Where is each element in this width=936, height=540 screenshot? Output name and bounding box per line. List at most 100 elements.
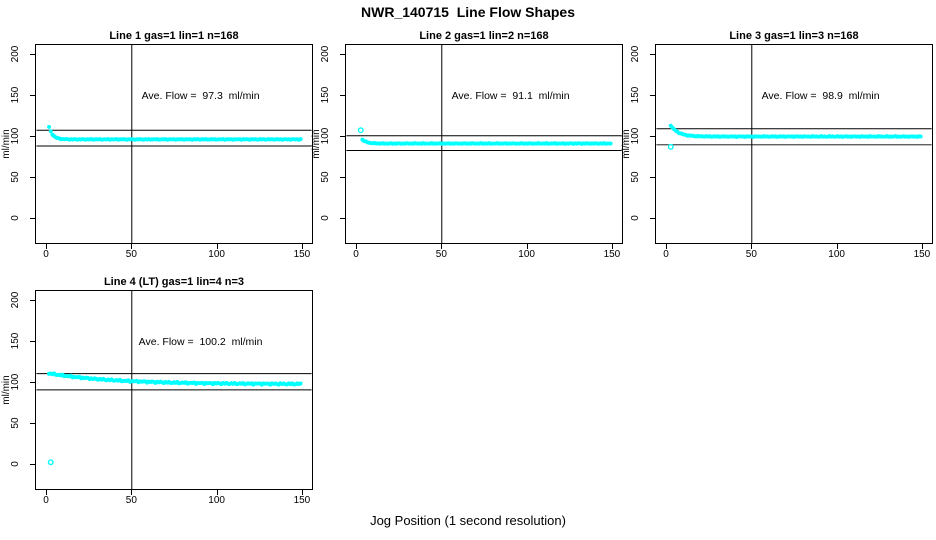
avg-flow-annotation: Ave. Flow = 100.2 ml/min — [138, 335, 263, 348]
x-tick-label: 0 — [43, 249, 49, 260]
x-tick-label: 50 — [125, 495, 137, 506]
subplot-line-3: Line 3 gas=1 lin=3 n=168 ml/min Ave. Flo… — [620, 28, 933, 274]
outlier-data-point — [667, 143, 674, 150]
x-tick-mark — [751, 244, 753, 249]
x-tick-mark — [46, 244, 48, 249]
data-point — [48, 129, 53, 134]
subplot-line-1: Line 1 gas=1 lin=1 n=168 ml/min Ave. Flo… — [0, 28, 313, 274]
data-points-layer — [346, 45, 622, 243]
y-tick-mark — [30, 53, 35, 55]
x-tick-label: 0 — [663, 249, 669, 260]
data-points-layer — [36, 291, 312, 489]
y-tick-mark — [30, 463, 35, 465]
x-tick-label: 150 — [603, 249, 621, 260]
y-tick-label: 100 — [10, 373, 21, 391]
x-tick-label: 150 — [293, 495, 311, 506]
subplot-title: Line 3 gas=1 lin=3 n=168 — [729, 30, 859, 42]
avg-flow-annotation: Ave. Flow = 98.9 ml/min — [761, 89, 880, 102]
plot-box: Ave. Flow = 98.9 ml/min — [655, 44, 933, 244]
y-tick-label: 50 — [320, 171, 331, 183]
y-tick-mark — [30, 340, 35, 342]
outlier-data-point — [47, 459, 54, 466]
subplot-title: Line 2 gas=1 lin=2 n=168 — [419, 30, 549, 42]
x-tick-label: 150 — [293, 249, 311, 260]
x-tick-mark — [356, 244, 358, 249]
x-tick-label: 100 — [208, 495, 225, 506]
y-tick-mark — [650, 217, 655, 219]
x-tick-label: 50 — [125, 249, 137, 260]
plot-box: Ave. Flow = 97.3 ml/min — [35, 44, 313, 244]
x-tick-mark — [836, 244, 838, 249]
y-tick-mark — [340, 53, 345, 55]
x-tick-mark — [131, 244, 133, 249]
y-tick-mark — [30, 299, 35, 301]
data-point — [298, 137, 303, 142]
y-tick-mark — [30, 217, 35, 219]
x-tick-label: 0 — [43, 495, 49, 506]
avg-flow-annotation: Ave. Flow = 97.3 ml/min — [141, 89, 260, 102]
y-tick-mark — [30, 135, 35, 137]
y-tick-mark — [650, 53, 655, 55]
y-tick-mark — [340, 135, 345, 137]
avg-flow-annotation: Ave. Flow = 91.1 ml/min — [451, 89, 570, 102]
y-tick-mark — [30, 381, 35, 383]
x-tick-mark — [131, 490, 133, 495]
x-tick-label: 150 — [913, 249, 931, 260]
x-tick-mark — [216, 244, 218, 249]
y-tick-mark — [650, 176, 655, 178]
y-tick-label: 100 — [320, 127, 331, 145]
subplot-title: Line 1 gas=1 lin=1 n=168 — [109, 30, 239, 42]
x-tick-label: 100 — [208, 249, 225, 260]
y-tick-mark — [650, 135, 655, 137]
y-tick-label: 200 — [10, 291, 21, 309]
x-tick-label: 100 — [828, 249, 845, 260]
x-tick-mark — [301, 490, 303, 495]
y-tick-label: 100 — [10, 127, 21, 145]
data-point — [918, 134, 923, 139]
subplot-title: Line 4 (LT) gas=1 lin=4 n=3 — [103, 276, 245, 288]
x-tick-mark — [921, 244, 923, 249]
y-tick-label: 200 — [630, 45, 641, 63]
x-tick-label: 50 — [745, 249, 757, 260]
y-tick-mark — [340, 217, 345, 219]
y-tick-label: 150 — [10, 332, 21, 350]
data-point — [298, 381, 303, 386]
data-point — [47, 124, 52, 129]
y-tick-mark — [340, 176, 345, 178]
y-tick-label: 100 — [630, 127, 641, 145]
y-tick-mark — [30, 94, 35, 96]
y-tick-label: 50 — [10, 417, 21, 429]
y-tick-label: 150 — [630, 86, 641, 104]
y-tick-label: 0 — [630, 214, 641, 221]
y-tick-label: 150 — [10, 86, 21, 104]
x-tick-mark — [441, 244, 443, 249]
x-tick-mark — [611, 244, 613, 249]
outlier-data-point — [357, 127, 364, 134]
y-tick-label: 150 — [320, 86, 331, 104]
subplot-line-2: Line 2 gas=1 lin=2 n=168 ml/min Ave. Flo… — [310, 28, 623, 274]
y-tick-mark — [30, 422, 35, 424]
plot-box: Ave. Flow = 100.2 ml/min — [35, 290, 313, 490]
y-tick-mark — [340, 94, 345, 96]
y-tick-label: 200 — [10, 45, 21, 63]
x-tick-mark — [301, 244, 303, 249]
x-tick-label: 0 — [353, 249, 359, 260]
subplot-line-4: Line 4 (LT) gas=1 lin=4 n=3 ml/min Ave. … — [0, 274, 313, 520]
x-axis-label: Jog Position (1 second resolution) — [370, 513, 566, 528]
y-tick-label: 0 — [320, 214, 331, 221]
y-tick-label: 50 — [630, 171, 641, 183]
x-tick-mark — [216, 490, 218, 495]
x-tick-mark — [526, 244, 528, 249]
data-points-layer — [656, 45, 932, 243]
y-tick-label: 50 — [10, 171, 21, 183]
x-tick-label: 50 — [435, 249, 447, 260]
y-tick-mark — [650, 94, 655, 96]
y-tick-mark — [30, 176, 35, 178]
x-tick-mark — [666, 244, 668, 249]
y-tick-label: 200 — [320, 45, 331, 63]
plot-box: Ave. Flow = 91.1 ml/min — [345, 44, 623, 244]
x-tick-label: 100 — [518, 249, 535, 260]
data-points-layer — [36, 45, 312, 243]
y-tick-label: 0 — [10, 460, 21, 467]
main-title: NWR_140715 Line Flow Shapes — [361, 4, 575, 20]
